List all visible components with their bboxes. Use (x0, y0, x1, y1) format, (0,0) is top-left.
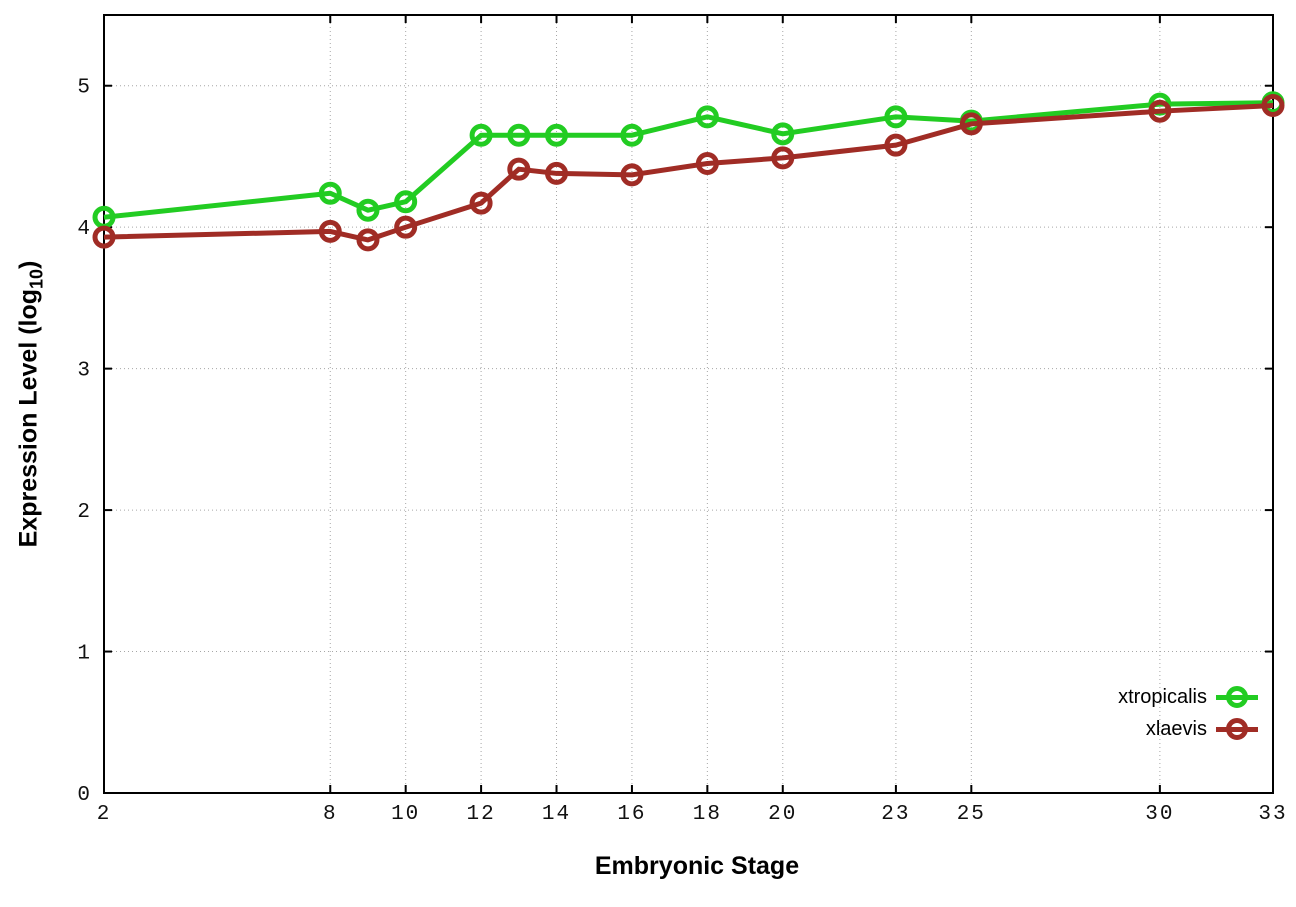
data-point-xlaevis (92, 225, 116, 249)
data-point-xlaevis (356, 228, 380, 252)
legend-item-xtropicalis: xtropicalis (1118, 684, 1258, 710)
x-tick-label: 33 (1258, 803, 1287, 826)
x-tick-label: 14 (542, 803, 571, 826)
y-axis-title-close: ) (14, 260, 43, 269)
x-tick-label: 25 (957, 803, 986, 826)
y-tick-label: 1 (77, 643, 92, 666)
data-point-xtropicalis (884, 105, 908, 129)
data-point-xtropicalis (507, 123, 531, 147)
y-tick-label: 0 (77, 784, 92, 807)
x-tick-label: 10 (391, 803, 420, 826)
legend-item-xlaevis: xlaevis (1146, 716, 1258, 742)
x-tick-label: 18 (693, 803, 722, 826)
legend-ring-sample (1226, 686, 1248, 708)
x-tick-label: 8 (323, 803, 338, 826)
y-tick-label: 3 (77, 360, 92, 383)
series-line-xtropicalis (103, 100, 1274, 220)
y-axis-title: Expression Level (log10) (15, 261, 48, 548)
data-point-xtropicalis (771, 122, 795, 146)
x-axis-title: Embryonic Stage (594, 852, 800, 880)
x-tick-label: 20 (768, 803, 797, 826)
data-point-xlaevis (771, 146, 795, 170)
data-point-xtropicalis (318, 181, 342, 205)
data-point-xtropicalis (356, 198, 380, 222)
legend-ring-sample (1226, 718, 1248, 740)
y-tick-label: 5 (77, 77, 92, 100)
data-point-xlaevis (469, 191, 493, 215)
x-tick-label: 12 (466, 803, 495, 826)
data-point-xlaevis (318, 219, 342, 243)
data-point-xlaevis (959, 112, 983, 136)
data-point-xtropicalis (545, 123, 569, 147)
plot-border (103, 14, 1274, 794)
data-point-xlaevis (695, 152, 719, 176)
y-tick-label: 4 (77, 218, 92, 241)
x-tick-label: 30 (1145, 803, 1174, 826)
line-circle-marker-icon (1216, 716, 1258, 742)
data-point-xtropicalis (394, 190, 418, 214)
data-point-xtropicalis (469, 123, 493, 147)
data-point-xlaevis (620, 163, 644, 187)
x-tick-label: 23 (881, 803, 910, 826)
data-point-xlaevis (545, 161, 569, 185)
line-circle-marker-icon (1216, 684, 1258, 710)
data-point-xtropicalis (695, 105, 719, 129)
x-tick-label: 2 (97, 803, 112, 826)
x-tick-label: 16 (617, 803, 646, 826)
data-point-xlaevis (1148, 99, 1172, 123)
y-axis-title-subscript: 10 (26, 268, 47, 289)
data-point-xlaevis (507, 157, 531, 181)
data-point-xtropicalis (620, 123, 644, 147)
y-axis-title-text: Expression Level (log (14, 288, 43, 548)
legend-label-xlaevis: xlaevis (1145, 717, 1207, 740)
legend-label-xtropicalis: xtropicalis (1118, 685, 1207, 708)
y-tick-label: 2 (77, 501, 92, 524)
data-point-xlaevis (1261, 94, 1285, 118)
data-point-xlaevis (884, 133, 908, 157)
series-line-xlaevis (103, 103, 1274, 243)
legend: xtropicalis xlaevis (1118, 684, 1258, 742)
data-point-xlaevis (394, 215, 418, 239)
